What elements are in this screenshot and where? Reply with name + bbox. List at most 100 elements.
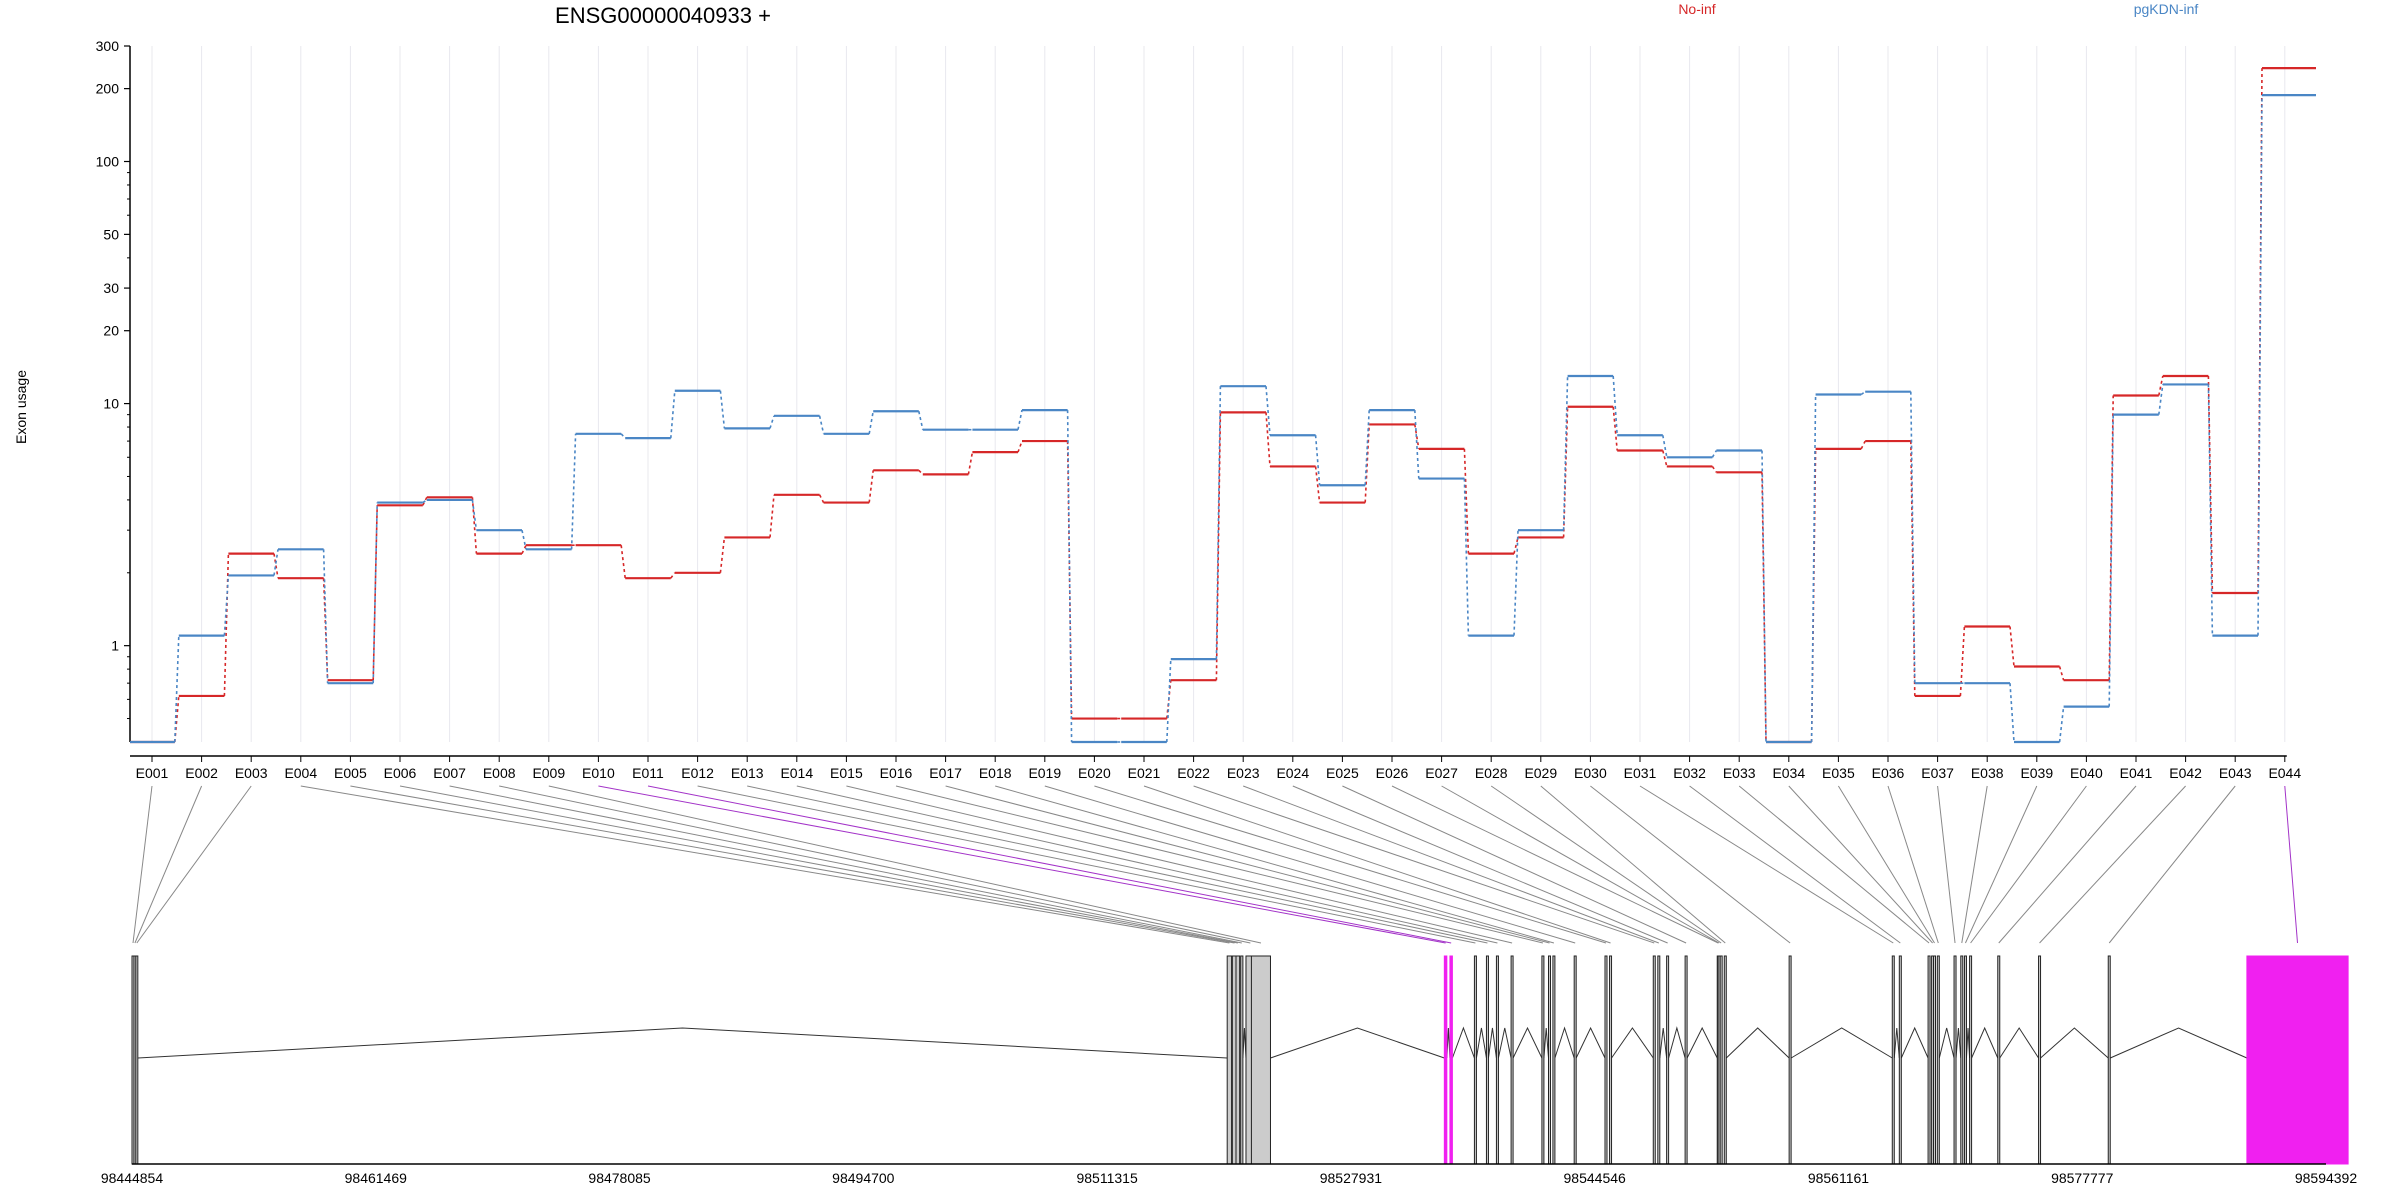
- genomic-tick-label: 98461469: [345, 1170, 408, 1186]
- exon-connector: [449, 785, 1242, 944]
- exon-connector: [1590, 785, 1791, 944]
- series-connector: [422, 496, 428, 506]
- exon-connector: [1243, 785, 1659, 944]
- x-tick-label: E015: [830, 765, 863, 781]
- series-connector: [1959, 626, 1966, 696]
- exon-connector: [2284, 785, 2299, 944]
- x-tick-label: E003: [235, 765, 268, 781]
- series-connector: [1562, 375, 1569, 531]
- series-connector: [670, 572, 676, 579]
- x-tick-label: E037: [1921, 765, 1954, 781]
- exon-box: [1898, 955, 1902, 1165]
- x-tick-label: E021: [1128, 765, 1161, 781]
- exon-connector: [499, 785, 1251, 944]
- legend-no-inf: No-inf: [1678, 1, 1715, 17]
- x-tick-label: E036: [1872, 765, 1905, 781]
- genomic-tick-label: 98478085: [588, 1170, 651, 1186]
- x-tick-label: E039: [2020, 765, 2053, 781]
- series-connector: [322, 549, 329, 684]
- exon-connector: [2039, 785, 2186, 944]
- series-connector: [918, 411, 924, 430]
- y-axis: 1 10 20 30 50 100 200 300: [96, 38, 131, 742]
- series-connector: [174, 635, 180, 743]
- x-tick-label: E006: [384, 765, 417, 781]
- x-tick-label: E005: [334, 765, 367, 781]
- x-tick-label: E011: [632, 765, 664, 781]
- exon-box: [2246, 955, 2349, 1165]
- series-connector: [322, 578, 329, 681]
- exon-connector: [548, 785, 1262, 944]
- intron-line: [1270, 1027, 1445, 1059]
- exon-box: [1652, 955, 1656, 1165]
- exon-box: [1495, 955, 1499, 1165]
- series-connector: [1910, 391, 1916, 684]
- exon-connector: [1143, 785, 1611, 944]
- x-tick-label: E016: [880, 765, 913, 781]
- exon-connector: [895, 785, 1544, 944]
- series-connector: [1265, 412, 1271, 467]
- x-tick-label: E018: [979, 765, 1012, 781]
- genomic-tick-label: 98527931: [1320, 1170, 1383, 1186]
- genomic-tick-label: 98511315: [1076, 1170, 1137, 1186]
- series-connector: [818, 494, 825, 503]
- exon-box: [1953, 955, 1957, 1165]
- intron-line: [1900, 1026, 1929, 1059]
- exon-connector: [1391, 785, 1719, 944]
- exon-box: [1666, 955, 1670, 1165]
- x-tick-label: E026: [1376, 765, 1409, 781]
- genomic-tick-label: 98577777: [2051, 1170, 2114, 1186]
- series-connector: [918, 469, 924, 475]
- exon-box: [1485, 955, 1489, 1165]
- series-connector: [422, 499, 428, 504]
- x-tick-label: E004: [284, 765, 317, 781]
- intron-line: [1686, 1026, 1718, 1059]
- exon-box: [1541, 955, 1545, 1165]
- series-connector: [1017, 409, 1023, 430]
- exon-connector: [598, 785, 1446, 944]
- exon-connector: [995, 785, 1555, 944]
- exon-connector: [1490, 785, 1722, 944]
- x-tick-label: E009: [532, 765, 565, 781]
- series-connector: [2207, 375, 2214, 594]
- exon-connector: [1788, 785, 1933, 944]
- exon-box: [1235, 955, 1241, 1165]
- intron-line: [1242, 1027, 1247, 1059]
- series-connector: [1364, 424, 1370, 503]
- intron-line: [1965, 1027, 1971, 1059]
- exon-connector: [1441, 785, 1720, 944]
- exon-box: [2038, 955, 2042, 1165]
- genomic-axis: 98444854 98461469 98478085 98494700 98511315…: [101, 1163, 2357, 1186]
- intron-line: [1611, 1027, 1654, 1059]
- series-connector: [1463, 448, 1470, 554]
- series-connector: [620, 433, 626, 439]
- exon-connector: [796, 785, 1498, 944]
- x-tick-label: E040: [2070, 765, 2103, 781]
- series-connector: [223, 575, 230, 636]
- exon-box: [1552, 955, 1556, 1165]
- series-connector: [1314, 435, 1321, 486]
- series-connector: [1860, 440, 1866, 450]
- intron-line: [137, 1027, 1228, 1059]
- x-tick-label: E044: [2268, 765, 2301, 781]
- exon-box: [1960, 955, 1964, 1165]
- series-lines: [130, 67, 2316, 744]
- exon-connector: [1887, 785, 1939, 944]
- legend-pgkdn-inf: pgKDN-inf: [2134, 1, 2199, 17]
- exon-box: [1891, 955, 1895, 1165]
- intron-line: [1971, 1026, 1999, 1059]
- x-tick-label: E035: [1822, 765, 1855, 781]
- series-connector: [1860, 391, 1866, 396]
- x-tick-label: E007: [433, 765, 466, 781]
- exon-connector: [350, 785, 1235, 944]
- series-connector: [273, 553, 279, 579]
- intron-line: [1659, 1027, 1668, 1059]
- exon-connector: [1837, 785, 1935, 944]
- y-tick-label: 300: [96, 38, 120, 54]
- exon-connector: [1094, 785, 1607, 944]
- series-connector: [1562, 406, 1569, 538]
- intron-line: [1543, 1027, 1550, 1059]
- exon-connector: [1937, 785, 1956, 944]
- exon-connector: [1639, 785, 1894, 944]
- exon-box: [1604, 955, 1608, 1165]
- exon-box: [1250, 955, 1271, 1165]
